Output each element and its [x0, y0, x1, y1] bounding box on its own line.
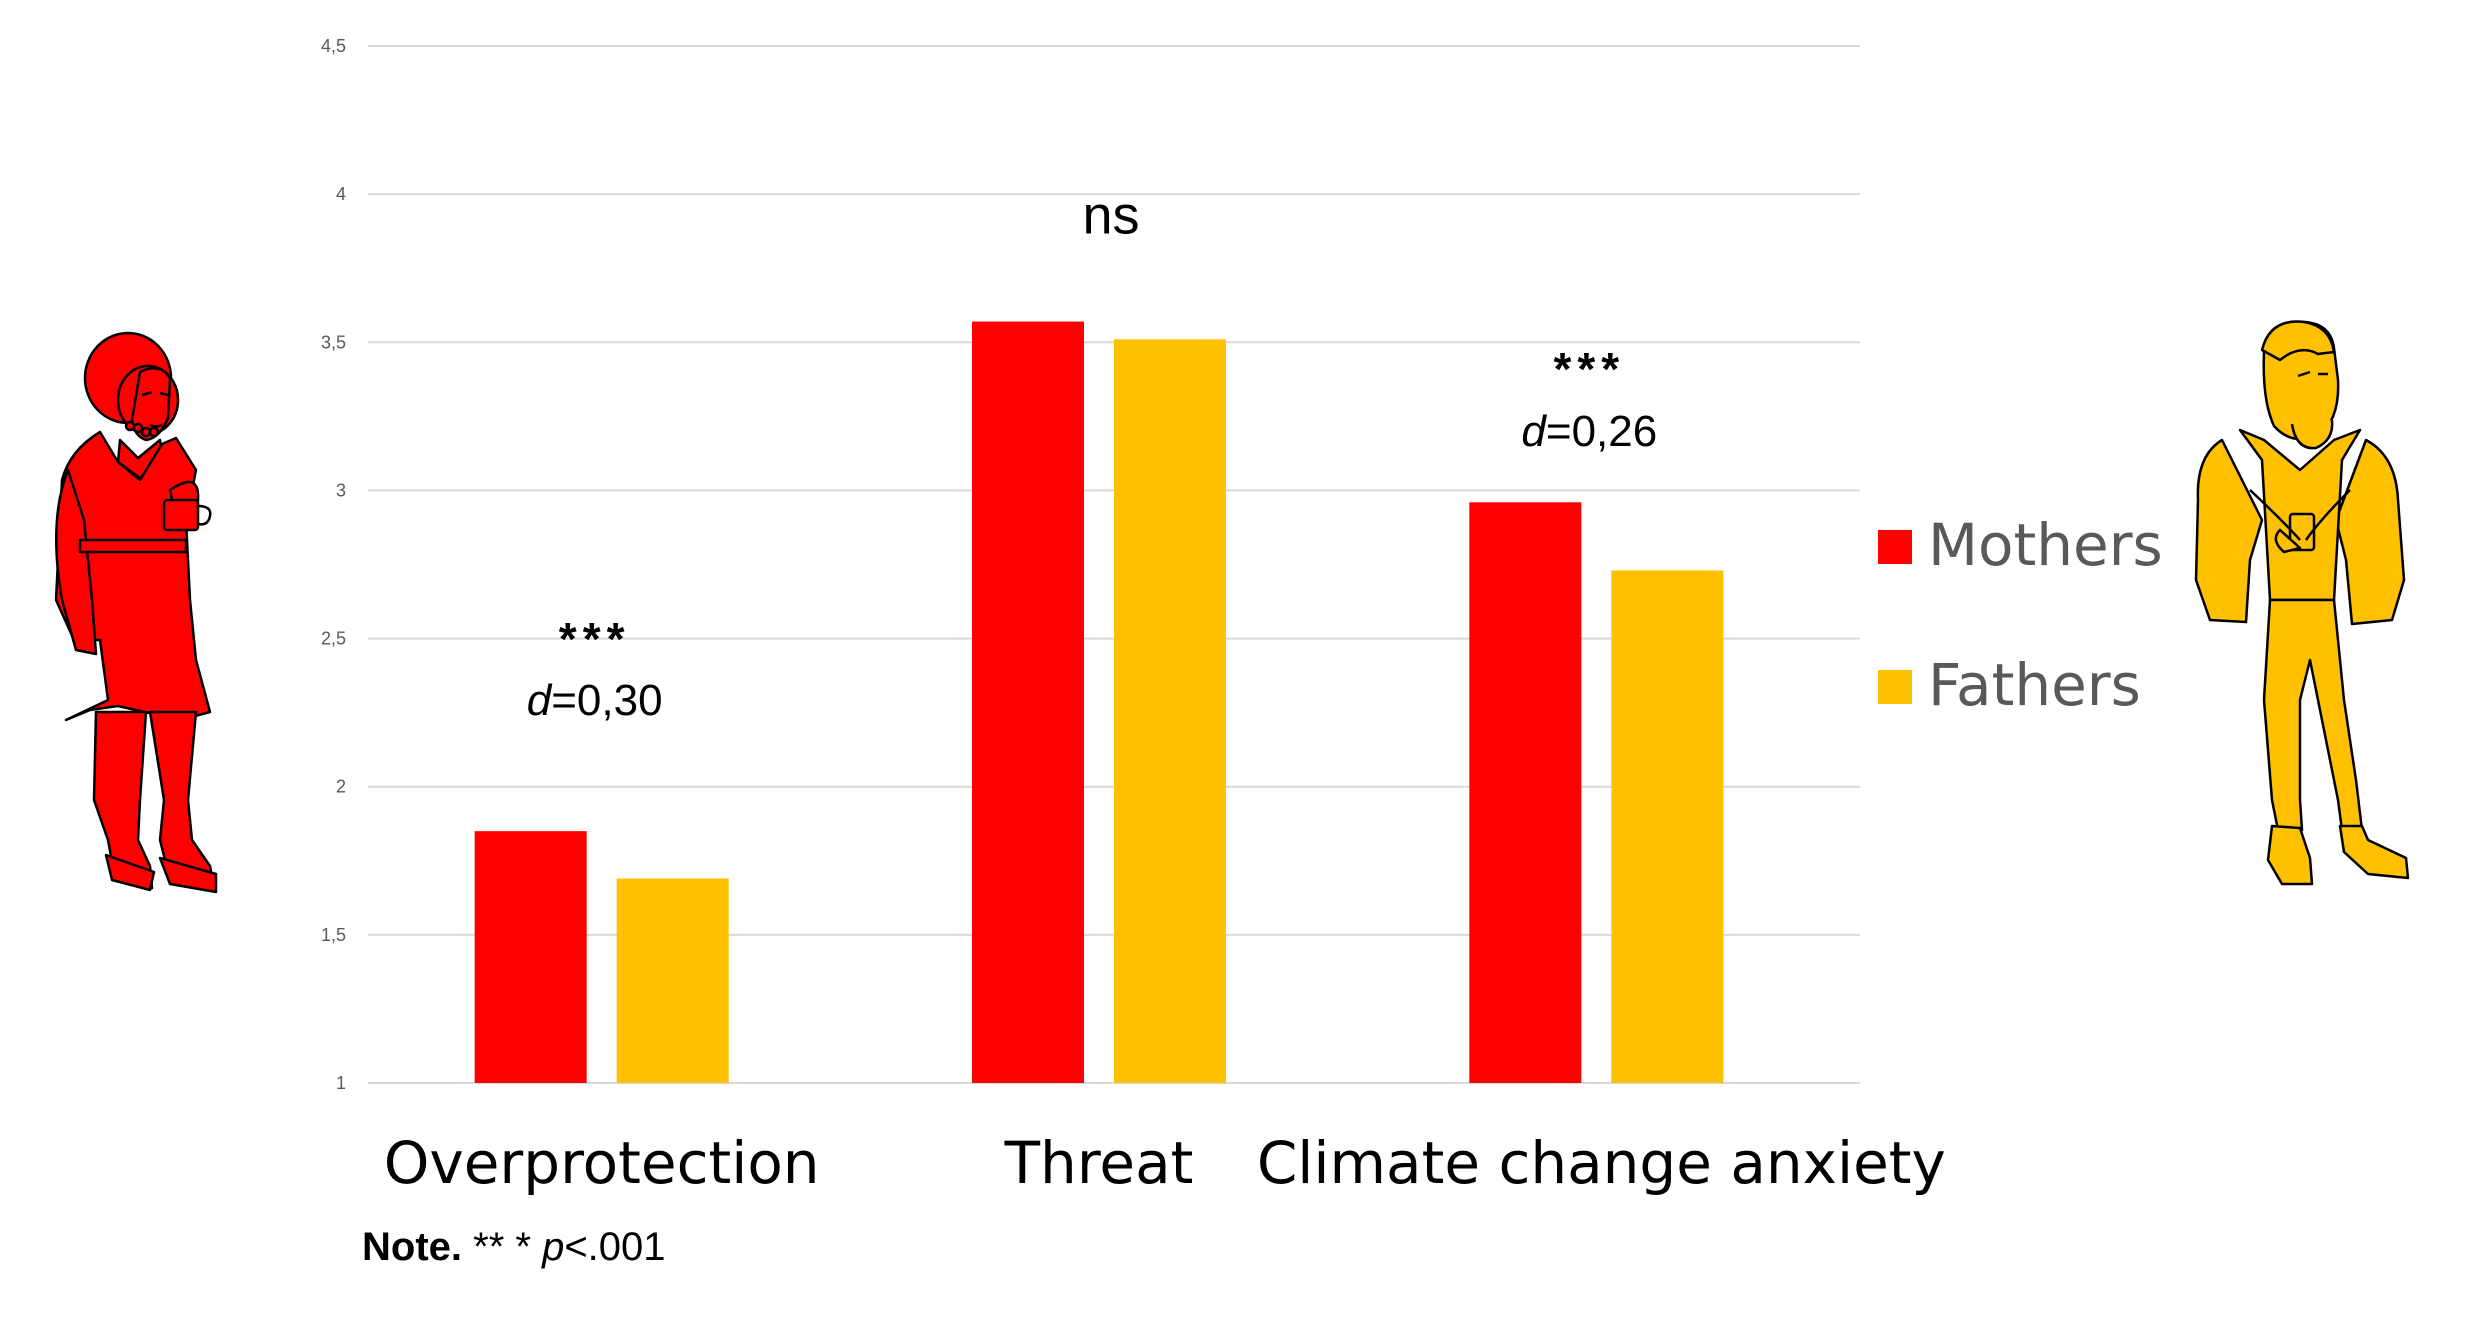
annotation-ns: ns: [1082, 186, 1139, 246]
bar-mothers: [474, 831, 587, 1083]
legend-swatch-mothers: [1878, 530, 1912, 564]
y-axis-ticks: 1 1,5 2 2,5 3 3,5 4 4,5: [321, 36, 346, 1093]
y-tick-label: 2: [336, 777, 346, 797]
legend-label-fathers: Fathers: [1928, 651, 2141, 719]
legend-swatch-fathers: [1878, 670, 1912, 704]
annotation-stars: ***: [559, 613, 631, 665]
note-stars: ** *: [473, 1225, 531, 1269]
category-label: Threat: [1004, 1129, 1194, 1197]
significance-annotations: *** d=0,30 ns *** d=0,26: [527, 186, 1657, 725]
legend: Mothers Fathers: [1878, 511, 2163, 719]
y-tick-label: 4: [336, 184, 346, 204]
bars: [474, 321, 1724, 1083]
bar-mothers: [972, 321, 1084, 1083]
y-tick-label: 2,5: [321, 629, 346, 649]
annotation-effect-size: d=0,30: [527, 676, 663, 725]
y-tick-label: 3: [336, 480, 346, 500]
y-tick-label: 4,5: [321, 36, 346, 56]
category-label: Overprotection: [384, 1129, 820, 1197]
bar-fathers: [616, 878, 729, 1083]
category-labels: Overprotection Threat Climate change anxie…: [384, 1129, 1946, 1197]
father-figure: [2194, 320, 2410, 886]
mother-figure: [54, 331, 218, 894]
bar-mothers: [1469, 502, 1582, 1083]
footnote: Note. ** * p<.001: [362, 1225, 666, 1270]
note-label: Note.: [362, 1225, 462, 1269]
bar-fathers: [1114, 339, 1226, 1083]
annotation-effect-size: d=0,26: [1521, 407, 1657, 456]
legend-label-mothers: Mothers: [1928, 511, 2163, 579]
y-tick-label: 1: [336, 1073, 346, 1093]
y-tick-label: 1,5: [321, 925, 346, 945]
category-label: Climate change anxiety: [1257, 1129, 1946, 1197]
bar-fathers: [1611, 570, 1724, 1083]
y-tick-label: 3,5: [321, 332, 346, 352]
note-p-label: p: [542, 1225, 565, 1269]
annotation-stars: ***: [1553, 343, 1625, 395]
note-p-value: <.001: [564, 1225, 666, 1269]
